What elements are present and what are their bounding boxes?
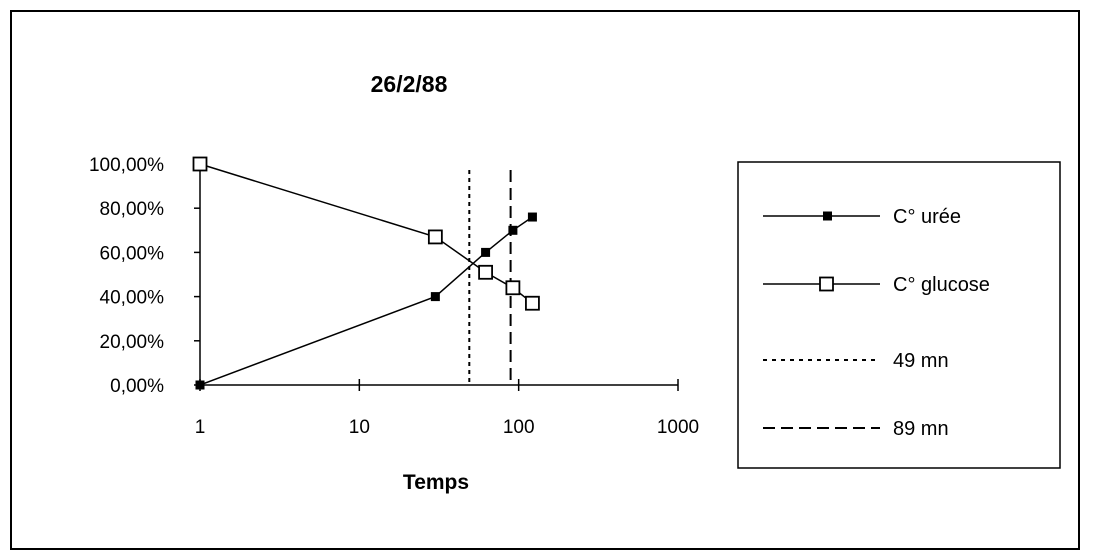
- data-point: [505, 280, 521, 296]
- legend-marker: [819, 276, 834, 292]
- legend-label: C° glucose: [893, 274, 990, 296]
- data-point: [430, 292, 440, 302]
- series-line: [199, 163, 533, 304]
- tick-labels: 1 10 100 1000 0,00% 20,00% 40,00% 60,00% 80,00% 1…: [89, 155, 699, 438]
- chart: 26/2/88 Temps 1 10 100 1000 0,00% 20,00% 40,00…: [89, 71, 1061, 494]
- data-markers: [192, 156, 540, 390]
- x-tick-label: 100: [503, 417, 535, 438]
- y-tick-label: 40,00%: [100, 288, 165, 309]
- axes: [194, 163, 679, 391]
- series-line: [199, 216, 533, 386]
- y-tick-label: 80,00%: [100, 199, 165, 220]
- data-point: [427, 229, 443, 245]
- data-point: [481, 247, 491, 257]
- data-point: [192, 156, 208, 172]
- y-tick-label: 20,00%: [100, 332, 165, 353]
- x-tick-label: 1: [195, 417, 206, 438]
- data-point: [525, 295, 540, 311]
- legend-box: [737, 161, 1061, 469]
- reference-lines: [468, 170, 512, 385]
- x-tick-label: 1000: [657, 417, 699, 438]
- y-tick-label: 0,00%: [110, 376, 164, 397]
- data-point: [527, 212, 537, 222]
- y-tick-label: 100,00%: [89, 155, 164, 176]
- chart-title: 26/2/88: [371, 71, 448, 97]
- data-point: [478, 264, 493, 280]
- legend-label: C° urée: [893, 206, 961, 228]
- legend: C° urée C° glucose 49 mn 89 mn: [737, 161, 1061, 469]
- legend-items: C° urée C° glucose 49 mn 89 mn: [763, 206, 990, 440]
- x-tick-label: 10: [349, 417, 370, 438]
- x-axis-label: Temps: [403, 471, 469, 494]
- y-tick-label: 60,00%: [100, 243, 165, 264]
- legend-label: 89 mn: [893, 418, 949, 440]
- legend-marker: [823, 211, 832, 221]
- data-point: [508, 225, 518, 235]
- data-point: [195, 380, 205, 390]
- legend-label: 49 mn: [893, 350, 949, 372]
